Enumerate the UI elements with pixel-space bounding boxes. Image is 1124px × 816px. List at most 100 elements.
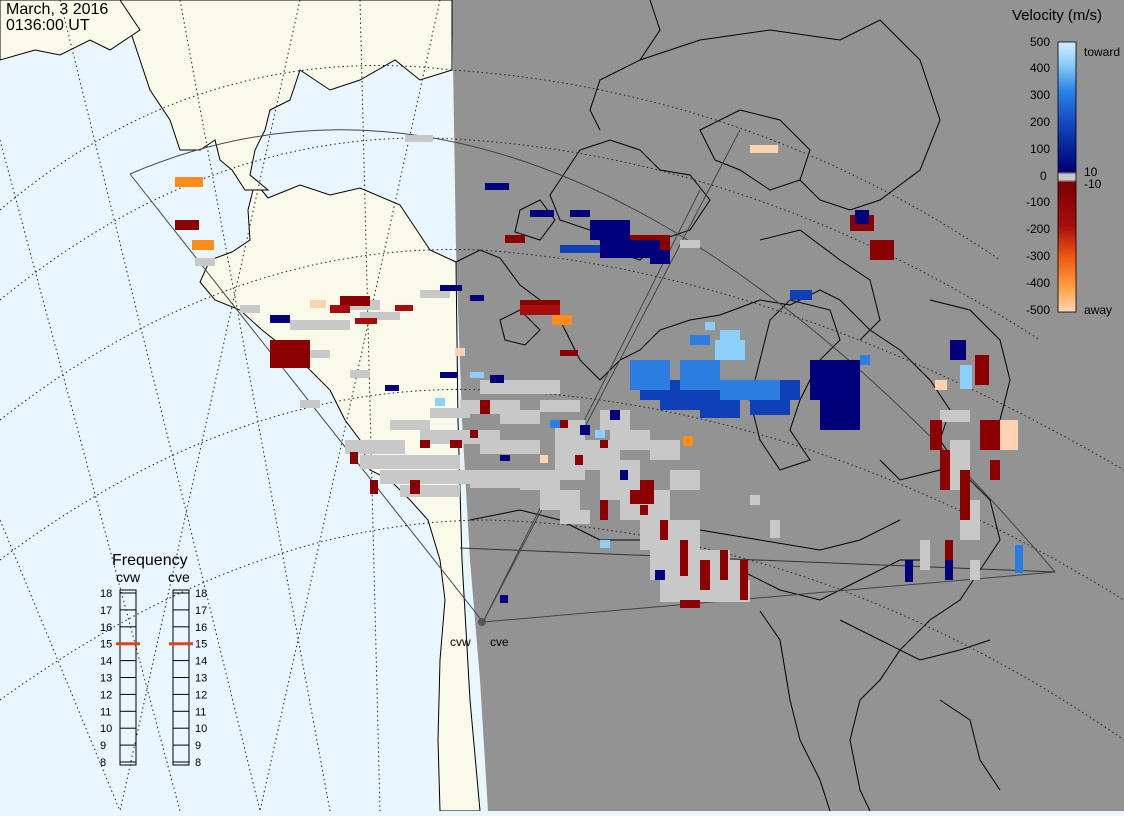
- frequency-tick-label: 18: [195, 588, 207, 600]
- echo-cell: [430, 408, 470, 418]
- echo-cell: [640, 520, 700, 550]
- echo-cell: [600, 500, 608, 520]
- echo-cell: [945, 560, 953, 580]
- frequency-tick-label: 8: [100, 757, 106, 769]
- echo-cell: [355, 318, 377, 324]
- echo-cell: [505, 235, 525, 243]
- velocity-colorbar: Velocity (m/s) 500400300200100100-10-100…: [1012, 7, 1120, 317]
- echo-cell: [700, 560, 710, 590]
- echo-cell: [650, 250, 670, 264]
- echo-cell: [300, 400, 320, 408]
- echo-cell: [380, 470, 470, 484]
- echo-cell: [870, 240, 894, 260]
- land-dayside-alaska: [199, 180, 481, 812]
- frequency-title: Frequency: [112, 552, 188, 569]
- colorbar-ticks: 500400300200100100-10-100-200-300-400-50…: [1026, 35, 1102, 317]
- frequency-tick-label: 18: [100, 588, 112, 600]
- echo-cell: [540, 455, 548, 463]
- frequency-tick-label: 17: [100, 605, 112, 617]
- echo-cell: [980, 420, 1000, 450]
- echo-cell: [600, 440, 608, 448]
- colorbar-tick-label: 10: [1084, 165, 1098, 179]
- frequency-tick-label: 12: [195, 689, 207, 701]
- echo-cell: [1015, 545, 1023, 573]
- echo-cell: [485, 183, 509, 190]
- echo-cell: [750, 145, 778, 153]
- echo-cell: [310, 300, 326, 308]
- frequency-tick-label: 14: [100, 656, 112, 668]
- echo-cell: [935, 380, 947, 390]
- echo-cell: [680, 240, 700, 248]
- echo-cell: [350, 370, 370, 378]
- echo-cell: [720, 550, 728, 580]
- echo-cell: [680, 600, 700, 608]
- echo-cell: [990, 460, 1000, 480]
- frequency-tick-label: 11: [100, 706, 111, 718]
- echo-cell: [470, 372, 484, 378]
- echo-cell: [450, 440, 462, 448]
- echo-cell: [405, 135, 433, 142]
- echo-cell: [970, 560, 980, 580]
- echo-cell: [192, 240, 214, 250]
- echo-cell: [195, 258, 215, 266]
- echo-cell: [960, 365, 972, 389]
- colorbar-tick-label: 100: [1030, 142, 1050, 156]
- colorbar-toward-label: toward: [1084, 45, 1120, 59]
- frequency-label-cvw: cvw: [116, 569, 141, 585]
- echo-cell: [610, 430, 650, 450]
- echo-cell: [330, 305, 350, 313]
- echo-cell: [683, 436, 693, 446]
- echo-cell: [360, 312, 400, 320]
- echo-cell: [655, 570, 665, 580]
- echo-cell: [440, 285, 462, 291]
- echo-cell: [385, 385, 399, 391]
- echo-cell: [570, 210, 590, 217]
- echo-cell: [500, 455, 510, 461]
- echo-cell: [575, 455, 583, 465]
- radar-label-cve: cve: [490, 635, 509, 649]
- echo-cell: [940, 410, 970, 422]
- echo-cell: [490, 375, 504, 383]
- echo-cell: [345, 440, 405, 454]
- echo-cell: [650, 440, 680, 460]
- colorbar-away-label: away: [1084, 303, 1112, 317]
- colorbar-title: Velocity (m/s): [1012, 7, 1102, 24]
- colorbar-tick-label: -100: [1026, 195, 1050, 209]
- frequency-tick-label: 14: [195, 656, 207, 668]
- echo-cell: [860, 355, 870, 365]
- echo-cell: [630, 360, 670, 390]
- echo-cell: [560, 350, 578, 356]
- echo-cell: [705, 322, 715, 330]
- echo-cell: [595, 430, 605, 438]
- echo-cell: [780, 380, 800, 400]
- echo-cell: [395, 305, 413, 311]
- echo-cell: [760, 380, 780, 400]
- echo-cell: [660, 520, 668, 540]
- echo-cell: [905, 560, 913, 582]
- echo-cell: [560, 245, 600, 253]
- echo-cell: [975, 355, 989, 385]
- echo-cell: [560, 420, 568, 428]
- frequency-tick-label: 10: [195, 723, 207, 735]
- echo-cell: [410, 480, 420, 494]
- frequency-tick-label: 11: [195, 706, 206, 718]
- echo-cell: [300, 350, 330, 358]
- colorbar-tick-label: 500: [1030, 35, 1050, 49]
- echo-cell: [340, 296, 370, 306]
- echo-cell: [440, 372, 458, 378]
- radar-label-cvw: cvw: [450, 635, 471, 649]
- colorbar-tick-label: -10: [1084, 177, 1102, 191]
- land-dayside-siberia: [119, 0, 453, 191]
- frequency-tick-label: 16: [100, 622, 112, 634]
- colorbar-tick-label: 0: [1040, 169, 1047, 183]
- colorbar-tick-label: -200: [1026, 222, 1050, 236]
- echo-cell: [600, 240, 660, 258]
- colorbar-tick-label: -400: [1026, 276, 1050, 290]
- time-label: 0136:00 UT: [6, 17, 90, 34]
- echo-cell: [350, 452, 358, 464]
- echo-cell: [390, 420, 430, 430]
- echo-cell: [552, 315, 572, 325]
- frequency-scale-cve: 18 17 16 15 14 13 12 11 10 9 8: [169, 588, 207, 769]
